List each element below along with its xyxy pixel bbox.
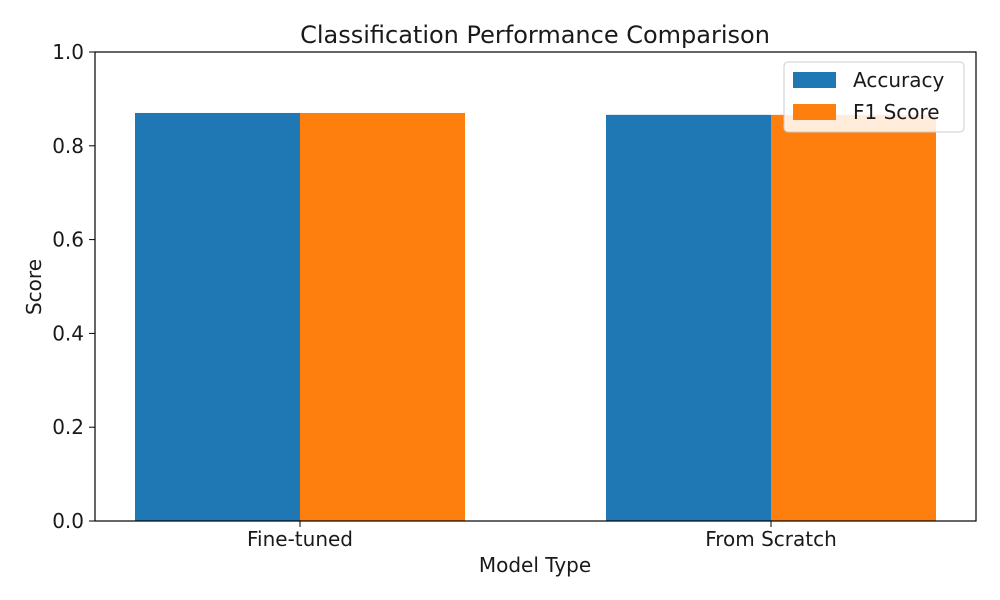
x-tick-label: From Scratch	[705, 527, 837, 551]
legend-swatch-f1-score	[793, 104, 836, 120]
legend: Accuracy F1 Score	[783, 61, 965, 133]
x-tick-label: Fine-tuned	[247, 527, 353, 551]
bar-f1-score-from-scratch	[771, 114, 936, 521]
y-axis-label: Score	[22, 259, 46, 315]
bar-accuracy-fine-tuned	[135, 112, 300, 521]
x-axis-ticks: Fine-tuned From Scratch	[247, 521, 837, 551]
legend-label-accuracy: Accuracy	[853, 68, 944, 92]
y-tick-label: 0.2	[52, 415, 84, 439]
bar-f1-score-fine-tuned	[300, 112, 465, 521]
y-tick-label: 0.0	[52, 509, 84, 533]
bar-accuracy-from-scratch	[606, 114, 771, 521]
legend-swatch-accuracy	[793, 72, 836, 88]
plot-frame	[94, 51, 977, 522]
legend-label-f1-score: F1 Score	[853, 100, 940, 124]
y-tick-label: 0.4	[52, 321, 84, 345]
bars-group	[135, 112, 936, 521]
x-axis-label: Model Type	[479, 553, 591, 577]
y-axis-ticks: 0.0 0.2 0.4 0.6 0.8 1.0	[52, 40, 95, 533]
y-tick-label: 1.0	[52, 40, 84, 64]
y-tick-label: 0.6	[52, 228, 84, 252]
chart-title: Classification Performance Comparison	[300, 21, 770, 49]
y-tick-label: 0.8	[52, 134, 84, 158]
